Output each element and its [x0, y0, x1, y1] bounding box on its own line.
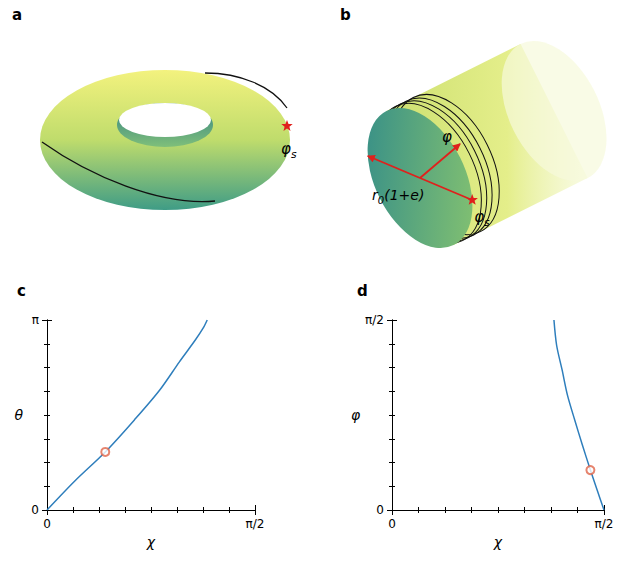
svg-text:χ: χ [146, 534, 156, 550]
svg-text:φs: φs [281, 140, 297, 161]
svg-text:b: b [340, 6, 351, 24]
svg-text:0: 0 [43, 517, 51, 531]
svg-text:0: 0 [388, 517, 396, 531]
svg-text:r0(1+e): r0(1+e) [372, 187, 424, 206]
svg-text:a: a [12, 6, 22, 24]
svg-text:π/2: π/2 [246, 517, 265, 531]
svg-text:π/2: π/2 [595, 517, 614, 531]
svg-text:φ: φ [442, 128, 452, 146]
svg-text:0: 0 [31, 503, 39, 517]
svg-text:π/2: π/2 [365, 313, 384, 327]
svg-text:π: π [32, 313, 39, 327]
svg-text:c: c [17, 282, 26, 300]
svg-text:0: 0 [376, 503, 384, 517]
svg-text:χ: χ [493, 534, 503, 550]
svg-text:θ: θ [14, 407, 23, 423]
svg-text:φ: φ [351, 407, 361, 423]
svg-text:d: d [357, 282, 368, 300]
svg-text:φs: φs [474, 208, 490, 229]
